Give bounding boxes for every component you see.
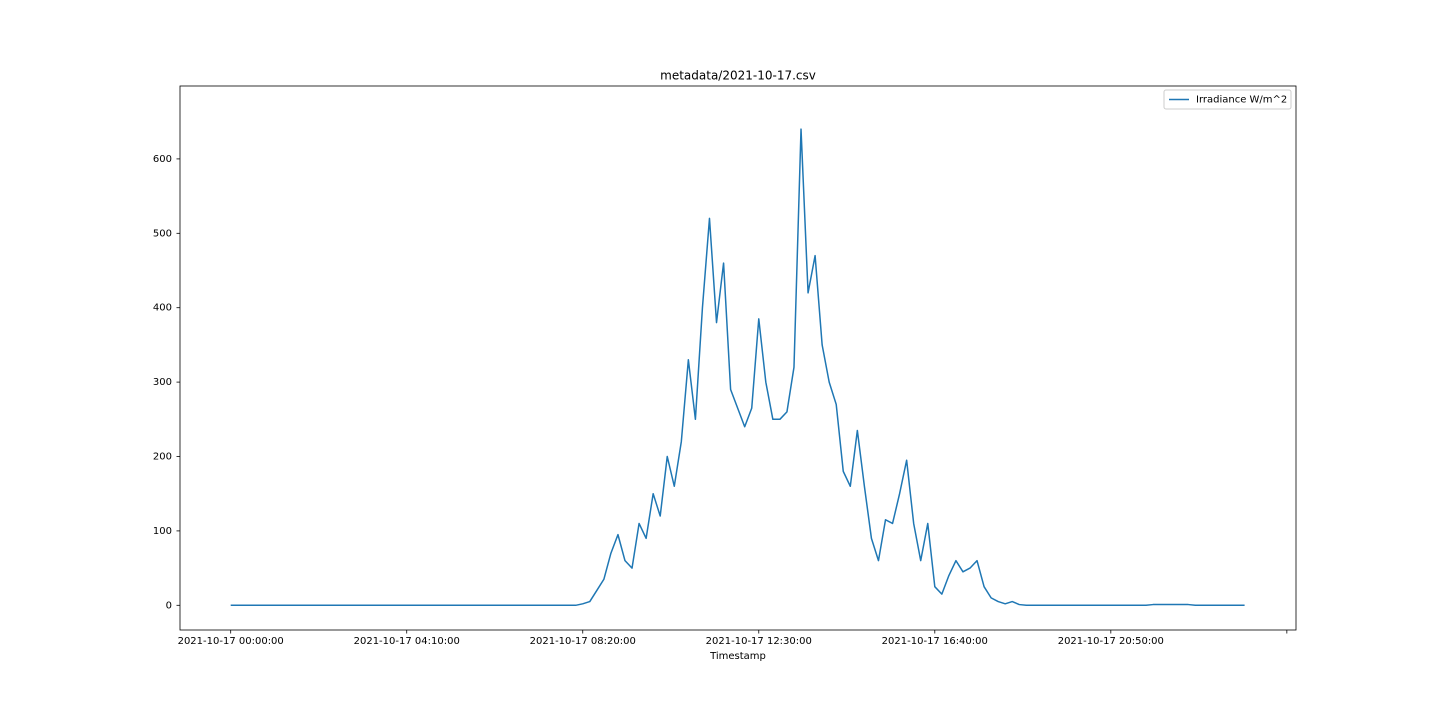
x-axis-label: Timestamp — [709, 651, 766, 662]
data-line — [230, 128, 1245, 607]
x-tick-label: 2021-10-17 08:20:00 — [530, 636, 636, 647]
x-tick-label: 2021-10-17 00:00:00 — [178, 636, 284, 647]
legend-label: Irradiance W/m^2 — [1196, 95, 1287, 106]
y-tick-label: 200 — [153, 452, 172, 463]
y-tick-label: 300 — [153, 377, 172, 388]
legend-box — [1163, 89, 1292, 110]
chart-title: metadata/2021-10-17.csv — [660, 69, 816, 83]
x-tick-label: 2021-10-17 20:50:00 — [1058, 636, 1164, 647]
plot-frame — [179, 85, 1297, 631]
x-tick-label: 2021-10-17 12:30:00 — [706, 636, 812, 647]
y-tick-label: 400 — [153, 303, 172, 314]
y-tick-label: 600 — [153, 154, 172, 165]
x-tick-label: 2021-10-17 16:40:00 — [882, 636, 988, 647]
y-tick-label: 100 — [153, 526, 172, 537]
y-tick-label: 500 — [153, 228, 172, 239]
y-tick-label: 0 — [166, 600, 172, 611]
x-tick-label: 2021-10-17 04:10:00 — [354, 636, 460, 647]
